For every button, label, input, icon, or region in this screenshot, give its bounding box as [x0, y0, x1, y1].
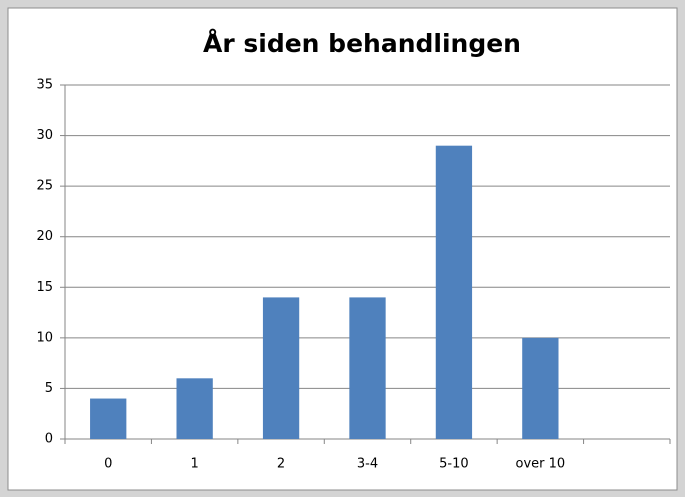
- y-tick-label: 15: [36, 280, 53, 295]
- y-tick-label: 35: [36, 78, 53, 93]
- bar: [90, 398, 127, 439]
- bar: [522, 337, 559, 439]
- x-tick-label: 2: [277, 457, 285, 472]
- bar: [176, 378, 213, 439]
- y-tick-label: 10: [36, 330, 53, 345]
- y-tick-label: 30: [36, 128, 53, 143]
- y-tick-label: 5: [45, 381, 53, 396]
- bar: [435, 145, 473, 439]
- y-tick-label: 25: [36, 179, 53, 194]
- x-tick-label: over 10: [516, 457, 566, 472]
- chart-title: År siden behandlingen: [203, 29, 521, 58]
- y-tick-label: 0: [45, 432, 53, 447]
- x-tick-label: 3-4: [357, 457, 378, 472]
- x-tick-label: 5-10: [439, 457, 469, 472]
- bar: [349, 297, 386, 439]
- y-tick-label: 20: [36, 229, 53, 244]
- bar: [262, 297, 300, 439]
- x-tick-label: 1: [191, 457, 199, 472]
- x-tick-label: 0: [104, 457, 112, 472]
